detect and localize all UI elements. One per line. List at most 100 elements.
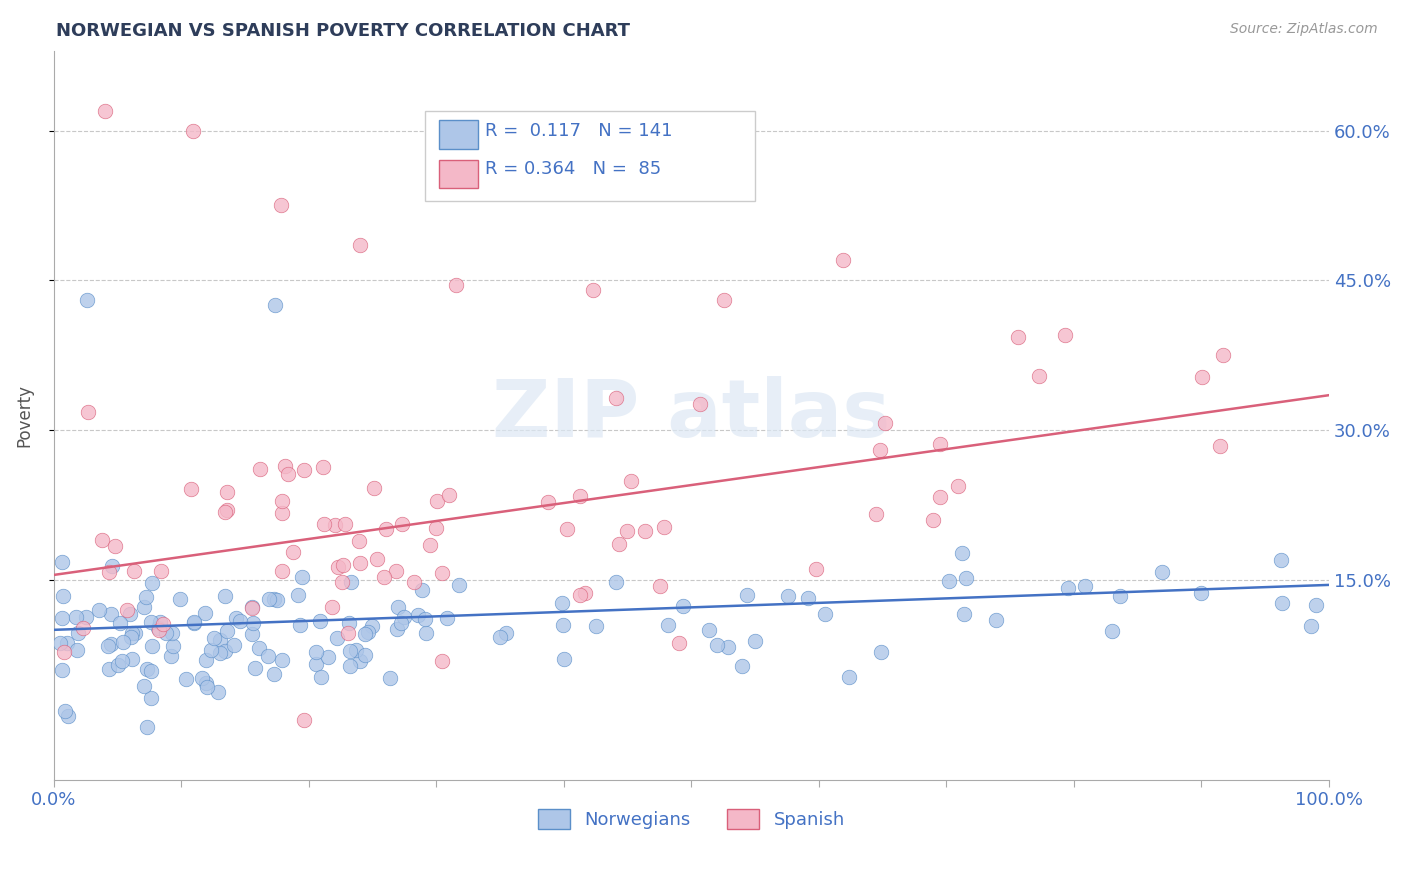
Point	[437, 488, 460, 502]
Point	[436, 611, 458, 625]
Point	[1305, 598, 1327, 612]
Point	[391, 516, 413, 531]
Y-axis label: Poverty: Poverty	[15, 384, 32, 447]
Point	[425, 521, 447, 535]
Text: ZIP atlas: ZIP atlas	[492, 376, 890, 454]
Point	[215, 485, 238, 500]
Point	[1209, 439, 1232, 453]
Point	[247, 640, 270, 655]
Point	[135, 720, 157, 734]
Point	[155, 625, 177, 640]
Point	[620, 474, 643, 488]
Point	[1109, 590, 1132, 604]
Point	[56, 636, 79, 650]
Point	[122, 564, 145, 578]
Point	[385, 623, 408, 637]
Point	[263, 592, 285, 607]
Point	[194, 606, 217, 620]
Point	[668, 636, 690, 650]
Point	[551, 617, 574, 632]
Point	[337, 616, 360, 631]
Text: Source: ZipAtlas.com: Source: ZipAtlas.com	[1230, 22, 1378, 37]
Point	[325, 631, 347, 645]
Point	[240, 627, 263, 641]
Point	[141, 691, 163, 706]
Point	[72, 621, 94, 635]
Point	[257, 648, 280, 663]
Point	[378, 671, 401, 685]
Point	[118, 607, 141, 621]
Point	[104, 540, 127, 554]
Point	[321, 600, 343, 615]
Point	[950, 546, 973, 560]
Point	[197, 680, 219, 694]
Point	[870, 645, 893, 659]
Point	[291, 570, 314, 584]
Point	[195, 653, 218, 667]
Point	[110, 655, 132, 669]
Point	[326, 560, 349, 574]
Point	[569, 588, 592, 602]
Point	[51, 611, 73, 625]
Point	[387, 599, 409, 614]
Point	[838, 670, 860, 684]
Point	[1189, 586, 1212, 600]
Point	[290, 617, 312, 632]
Point	[309, 670, 332, 684]
Point	[108, 615, 131, 630]
Point	[332, 558, 354, 572]
Point	[717, 640, 740, 655]
Point	[277, 467, 299, 481]
Point	[152, 616, 174, 631]
Point	[349, 654, 371, 668]
Point	[921, 513, 943, 527]
Point	[363, 481, 385, 495]
Point	[648, 579, 671, 593]
Point	[52, 589, 75, 603]
Point	[208, 633, 231, 648]
Point	[183, 615, 205, 630]
Point	[243, 661, 266, 675]
Point	[311, 460, 333, 475]
Point	[672, 599, 695, 613]
Point	[249, 461, 271, 475]
Point	[697, 624, 720, 638]
Point	[1057, 581, 1080, 595]
Point	[875, 416, 897, 430]
Point	[271, 653, 294, 667]
Point	[207, 685, 229, 699]
Point	[654, 520, 676, 534]
Point	[582, 283, 605, 297]
Point	[49, 635, 72, 649]
Point	[120, 631, 142, 645]
Point	[66, 642, 89, 657]
Point	[112, 634, 135, 648]
Point	[242, 616, 264, 631]
Point	[1271, 596, 1294, 610]
Point	[160, 648, 183, 663]
Point	[339, 644, 361, 658]
Point	[929, 490, 952, 504]
Point	[1191, 369, 1213, 384]
Point	[339, 574, 361, 589]
Point	[76, 293, 98, 308]
Point	[100, 637, 122, 651]
Point	[634, 524, 657, 539]
Point	[776, 589, 799, 603]
Point	[305, 657, 328, 671]
Point	[270, 506, 292, 520]
Point	[1301, 619, 1323, 633]
Point	[98, 662, 121, 676]
Point	[706, 638, 728, 652]
Point	[555, 522, 578, 536]
Point	[574, 586, 596, 600]
Point	[419, 538, 441, 552]
Point	[312, 517, 335, 532]
Point	[605, 574, 627, 589]
Point	[225, 611, 247, 625]
Point	[141, 639, 163, 653]
Point	[183, 123, 205, 137]
Point	[51, 663, 73, 677]
Point	[361, 619, 384, 633]
Point	[426, 493, 449, 508]
